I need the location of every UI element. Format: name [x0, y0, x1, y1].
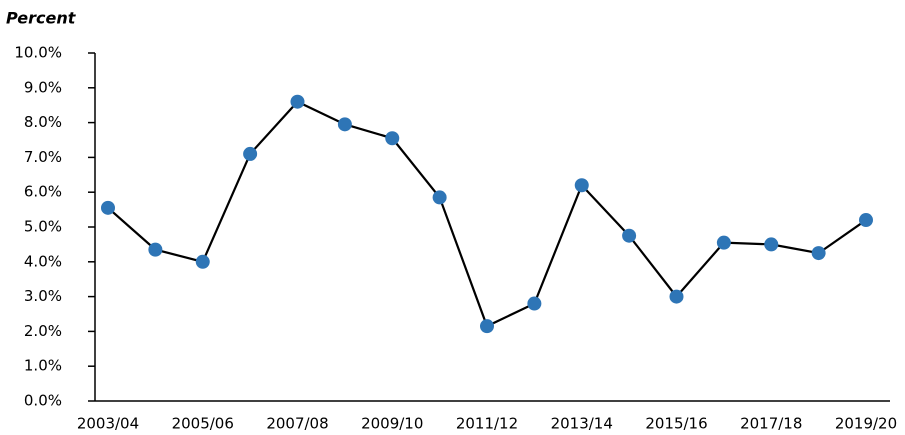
point [859, 213, 873, 228]
x-tick-label: 2015/16 [645, 415, 707, 433]
x-tick-label: 2007/08 [266, 415, 328, 433]
point [480, 319, 494, 334]
y-tick-label: 8.0% [24, 113, 62, 131]
point [716, 235, 731, 250]
point [101, 200, 115, 215]
point [811, 246, 826, 261]
point [764, 237, 779, 252]
x-tick-label: 2011/12 [456, 415, 518, 433]
point [337, 117, 352, 132]
y-tick-label: 5.0% [24, 218, 62, 236]
point [243, 146, 258, 161]
point [290, 94, 305, 109]
x-tick-label: 2013/14 [551, 415, 613, 433]
point [432, 190, 447, 205]
point [574, 178, 589, 193]
x-tick-label: 2019/20 [835, 415, 897, 433]
y-tick-label: 6.0% [24, 183, 62, 201]
x-tick-label: 2009/10 [361, 415, 423, 433]
y-tick-label: 3.0% [24, 287, 62, 305]
series-line [107, 100, 867, 328]
point [195, 254, 210, 269]
y-tick-label: 0.0% [24, 392, 62, 410]
chart-title: Percent [6, 9, 77, 28]
y-tick-label: 7.0% [24, 148, 62, 166]
x-tick-label: 2003/04 [77, 415, 139, 433]
point [385, 131, 400, 146]
point [148, 242, 163, 257]
y-tick-label: 10.0% [14, 44, 62, 62]
point [622, 228, 637, 243]
y-tick-label: 9.0% [24, 78, 62, 96]
point [669, 289, 684, 304]
x-tick-label: 2005/06 [172, 415, 234, 433]
point [527, 296, 542, 311]
y-tick-label: 4.0% [24, 252, 62, 270]
y-tick-label: 1.0% [24, 357, 62, 375]
y-tick-label: 2.0% [24, 322, 62, 340]
x-tick-label: 2017/18 [740, 415, 802, 433]
